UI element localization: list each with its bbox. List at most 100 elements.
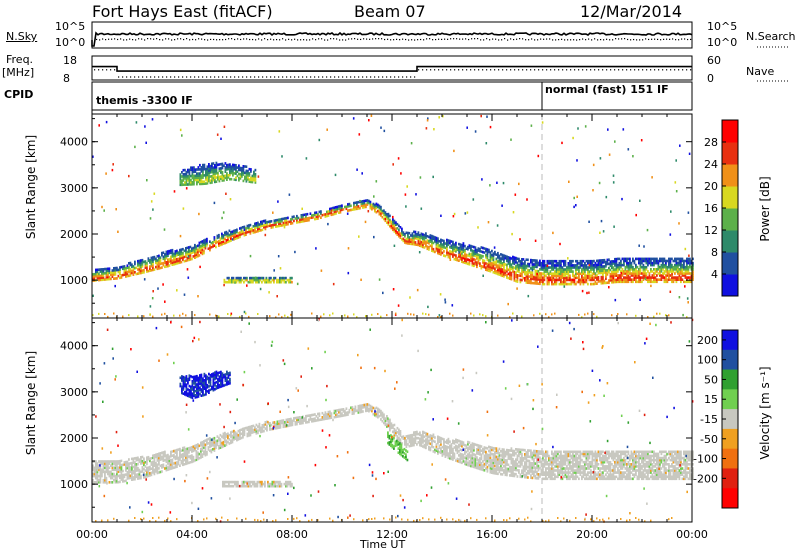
nave-series-point [578, 69, 580, 71]
speckle-power [536, 272, 538, 276]
near-range-echo-velocity [164, 519, 166, 522]
speckle-velocity [170, 321, 172, 324]
speckle-power [173, 190, 176, 193]
nsearch-series-point [474, 38, 476, 40]
near-range-echo-power [320, 315, 322, 318]
speckle-velocity [293, 411, 295, 414]
nave-series-point [618, 69, 620, 71]
nsearch-series-point [507, 39, 509, 41]
near-range-echo-power [656, 312, 658, 315]
nave-series-point [206, 76, 208, 78]
colorbar-swatch-power [722, 120, 738, 143]
nsearch-series-point [249, 38, 251, 41]
speckle-power [449, 258, 452, 261]
speckle-velocity [603, 394, 605, 397]
nave-series-point [342, 76, 344, 78]
speckle-velocity [254, 340, 256, 344]
speckle-power [220, 137, 222, 140]
speckle-power [225, 192, 227, 195]
speckle-power [568, 180, 570, 183]
speckle-velocity [579, 463, 581, 466]
nsearch-series-point [261, 39, 263, 41]
speckle-velocity [602, 345, 604, 348]
nsearch-series-point [570, 39, 572, 41]
speckle-velocity [462, 376, 464, 380]
speckle-velocity [242, 383, 244, 387]
nave-series-point [514, 69, 516, 71]
near-range-echo-velocity [413, 519, 415, 522]
speckle-power [179, 128, 182, 132]
speckle-velocity [522, 426, 525, 430]
speckle-velocity [591, 369, 594, 372]
near-range-echo-velocity [263, 518, 265, 521]
speckle-power [415, 193, 417, 196]
nsearch-series-point [120, 38, 122, 40]
nave-series-point [258, 76, 260, 78]
speckle-velocity [446, 417, 449, 420]
speckle-power [485, 142, 488, 145]
near-range-echo-velocity [221, 516, 223, 519]
speckle-power [264, 233, 267, 237]
nsearch-series-point [576, 39, 578, 41]
speckle-velocity [112, 357, 114, 360]
nave-series-point [330, 76, 332, 78]
near-range-echo-velocity [383, 517, 385, 520]
nave-series-point [286, 76, 288, 78]
speckle-velocity [317, 319, 320, 322]
speckle-power [635, 213, 637, 217]
nave-series-point [294, 76, 296, 78]
speckle-power [675, 190, 678, 193]
near-range-echo-velocity [455, 520, 457, 523]
nave-series-point [254, 76, 256, 78]
cpid-right-text: normal (fast) 151 IF [545, 83, 669, 96]
near-range-echo-power [323, 313, 325, 316]
speckle-velocity [279, 410, 281, 413]
speckle-velocity [568, 321, 571, 325]
nsearch-series-point [606, 38, 608, 40]
nsearch-series-point [264, 38, 266, 40]
near-range-echo-velocity [311, 518, 313, 521]
nsearch-series-point [273, 39, 275, 41]
speckle-power [409, 296, 411, 299]
speckle-velocity [537, 458, 539, 461]
speckle-power [243, 310, 246, 314]
near-range-echo-power [275, 316, 277, 319]
x-tick-label: 08:00 [276, 528, 308, 541]
speckle-power [552, 231, 554, 235]
speckle-velocity [521, 475, 524, 478]
speckle-velocity [197, 507, 200, 510]
nsearch-series-point [141, 38, 143, 40]
near-range-echo-power [143, 315, 145, 318]
nave-series-point [534, 69, 536, 71]
speckle-velocity [638, 409, 641, 412]
speckle-power [183, 293, 186, 296]
speckle-velocity [145, 478, 147, 481]
speckle-power [466, 126, 468, 129]
nave-series-point [490, 69, 492, 71]
speckle-velocity [147, 501, 150, 504]
speckle-velocity [336, 455, 339, 458]
station-title: Fort Hays East (fitACF) [92, 2, 273, 21]
nave-series-point [110, 69, 112, 71]
speckle-velocity [267, 420, 269, 424]
speckle-power [149, 217, 152, 220]
speckle-power [576, 195, 578, 198]
speckle-power [678, 296, 681, 299]
near-range-echo-velocity [332, 519, 334, 522]
speckle-velocity [397, 514, 399, 518]
near-range-echo-velocity [548, 519, 550, 522]
speckle-velocity [486, 410, 489, 413]
speckle-velocity [541, 427, 544, 431]
echo-band-power-2 [223, 276, 293, 284]
speckle-velocity [581, 390, 583, 394]
speckle-power [230, 312, 233, 315]
nsearch-series-point [600, 38, 602, 41]
near-range-echo-velocity [527, 516, 529, 519]
freq-series-line [92, 65, 692, 72]
speckle-power [599, 231, 601, 234]
speckle-velocity [185, 403, 188, 406]
nsearch-series-point [480, 39, 482, 41]
speckle-velocity [101, 447, 104, 450]
speckle-velocity [493, 464, 496, 468]
nsearch-series-point [585, 39, 587, 41]
